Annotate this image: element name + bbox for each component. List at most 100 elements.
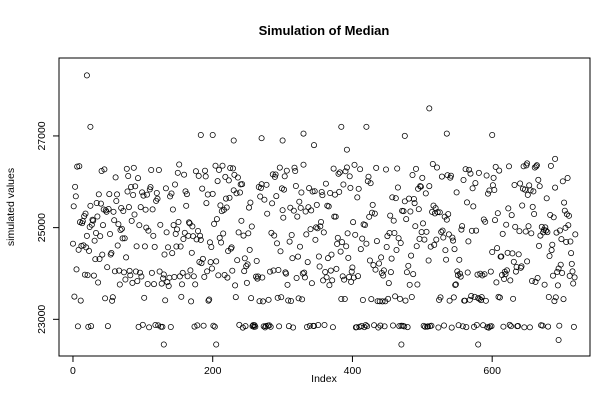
data-point bbox=[304, 259, 311, 266]
data-point bbox=[176, 161, 183, 168]
data-point bbox=[289, 255, 296, 262]
data-point bbox=[123, 165, 130, 172]
data-point bbox=[75, 246, 82, 253]
data-point bbox=[494, 245, 501, 252]
data-point bbox=[359, 235, 366, 242]
data-point bbox=[341, 296, 348, 302]
data-point bbox=[76, 163, 83, 170]
data-point bbox=[330, 165, 337, 172]
data-point bbox=[228, 244, 235, 251]
data-point bbox=[369, 209, 375, 216]
data-point bbox=[459, 323, 466, 330]
data-point bbox=[257, 185, 264, 191]
data-point bbox=[223, 204, 230, 211]
data-point bbox=[503, 221, 510, 228]
data-point bbox=[316, 263, 323, 270]
data-point bbox=[197, 232, 204, 239]
data-point bbox=[336, 169, 343, 176]
data-point bbox=[148, 269, 155, 276]
data-point bbox=[564, 175, 571, 181]
data-point bbox=[189, 223, 196, 230]
data-point bbox=[462, 166, 469, 173]
data-point bbox=[489, 249, 496, 255]
data-point bbox=[290, 207, 297, 214]
data-point bbox=[465, 238, 472, 245]
data-point bbox=[317, 223, 324, 230]
data-point bbox=[169, 250, 176, 257]
data-point bbox=[348, 268, 355, 275]
data-point bbox=[312, 236, 319, 243]
data-point bbox=[502, 271, 509, 278]
data-point bbox=[343, 146, 350, 153]
data-point bbox=[329, 277, 336, 284]
data-point bbox=[379, 298, 386, 305]
data-point bbox=[499, 230, 506, 237]
data-point bbox=[248, 295, 255, 302]
data-point bbox=[322, 269, 329, 275]
data-point bbox=[334, 234, 341, 241]
data-point bbox=[350, 219, 357, 226]
data-point bbox=[334, 240, 341, 247]
data-point bbox=[414, 281, 421, 288]
data-point bbox=[137, 269, 143, 276]
data-point bbox=[485, 324, 492, 331]
data-point bbox=[512, 268, 519, 275]
data-point bbox=[319, 192, 326, 199]
data-point bbox=[283, 167, 290, 174]
data-point bbox=[417, 183, 424, 190]
data-point bbox=[90, 217, 97, 224]
data-point bbox=[524, 191, 531, 198]
data-point bbox=[141, 294, 148, 301]
data-point bbox=[261, 196, 268, 203]
data-point bbox=[419, 174, 426, 181]
data-point bbox=[288, 298, 294, 304]
data-point bbox=[398, 341, 405, 348]
data-point bbox=[190, 233, 197, 240]
data-point bbox=[400, 208, 407, 215]
data-point bbox=[552, 184, 559, 191]
data-point bbox=[410, 271, 417, 278]
data-point bbox=[223, 195, 229, 202]
data-point bbox=[144, 281, 151, 287]
data-point bbox=[410, 196, 417, 202]
data-point bbox=[385, 295, 392, 302]
data-point bbox=[387, 269, 394, 276]
data-point bbox=[466, 166, 473, 173]
data-point bbox=[383, 166, 389, 173]
data-point bbox=[377, 322, 384, 329]
data-point bbox=[499, 272, 505, 278]
data-point bbox=[476, 296, 483, 302]
data-point bbox=[91, 237, 98, 244]
data-point bbox=[184, 273, 191, 280]
data-point bbox=[181, 171, 188, 178]
data-point bbox=[443, 130, 450, 137]
data-point bbox=[181, 229, 188, 236]
data-point bbox=[141, 243, 148, 250]
data-point bbox=[526, 324, 533, 331]
data-point bbox=[267, 323, 274, 330]
data-point bbox=[178, 293, 185, 300]
data-point bbox=[417, 183, 424, 190]
data-point bbox=[506, 321, 513, 328]
data-point bbox=[176, 273, 183, 280]
data-point bbox=[152, 322, 159, 328]
data-point bbox=[166, 274, 173, 281]
data-point bbox=[489, 132, 496, 138]
data-point bbox=[234, 174, 241, 181]
data-point bbox=[218, 239, 225, 246]
data-point bbox=[512, 223, 519, 230]
data-point bbox=[209, 190, 216, 197]
data-point bbox=[139, 189, 146, 196]
data-point bbox=[489, 182, 496, 189]
data-point bbox=[155, 167, 162, 173]
data-point bbox=[116, 281, 123, 288]
data-point bbox=[137, 204, 144, 211]
data-point bbox=[346, 173, 353, 180]
data-point bbox=[323, 274, 330, 281]
data-point bbox=[300, 161, 307, 168]
data-point bbox=[561, 207, 568, 214]
data-point bbox=[453, 189, 460, 196]
data-point bbox=[557, 261, 564, 268]
data-point bbox=[434, 164, 440, 171]
data-point bbox=[146, 186, 153, 193]
